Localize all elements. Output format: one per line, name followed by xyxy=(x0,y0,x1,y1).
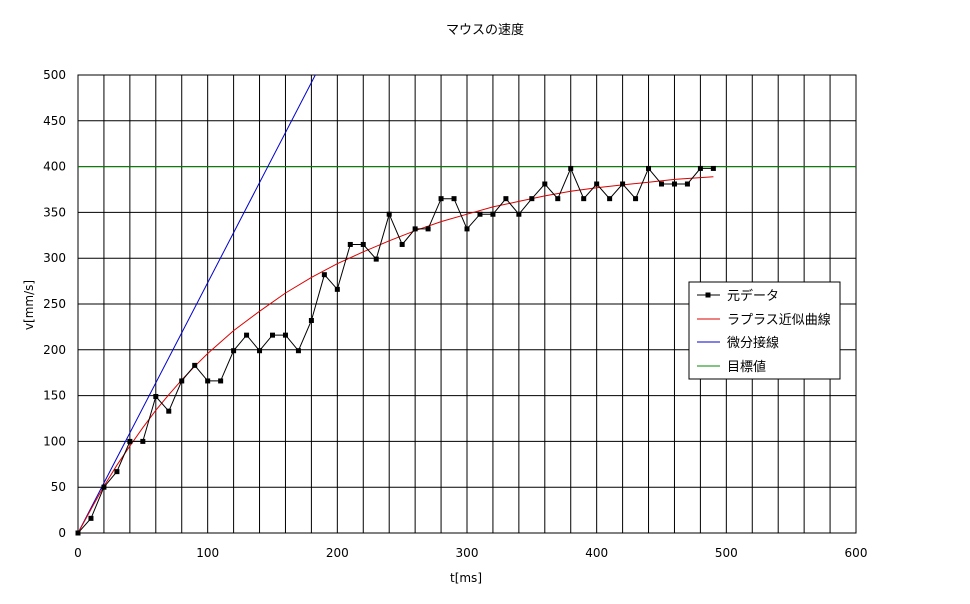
y-tick-label: 500 xyxy=(43,68,66,82)
data-point xyxy=(671,181,677,187)
data-point xyxy=(386,211,392,217)
legend-item-target: 目標値 xyxy=(697,359,766,375)
data-point xyxy=(568,165,574,171)
x-tick-label: 300 xyxy=(456,546,479,560)
y-tick-label: 450 xyxy=(43,114,66,128)
y-tick-label: 250 xyxy=(43,297,66,311)
data-point xyxy=(114,469,120,475)
chart-title: マウスの速度 xyxy=(446,22,524,38)
data-point xyxy=(516,211,522,217)
y-tick-label: 400 xyxy=(43,160,66,174)
data-point xyxy=(153,394,159,400)
legend-item-tangent: 微分接線 xyxy=(697,335,779,351)
data-point xyxy=(646,165,652,171)
data-point xyxy=(399,241,405,247)
x-tick-label: 600 xyxy=(845,546,868,560)
legend-label-target: 目標値 xyxy=(727,359,766,375)
data-point xyxy=(464,226,470,232)
y-tick-label: 200 xyxy=(43,343,66,357)
data-point xyxy=(412,226,418,232)
data-point xyxy=(620,181,626,187)
y-tick-label: 350 xyxy=(43,205,66,219)
data-point xyxy=(257,348,263,354)
data-point xyxy=(360,241,366,247)
data-point xyxy=(373,256,379,262)
series-line-1 xyxy=(78,176,714,533)
data-point xyxy=(555,196,561,202)
data-point xyxy=(347,241,353,247)
data-point xyxy=(166,408,172,414)
data-point xyxy=(710,165,716,171)
tick-labels: 0 100 200 300 400 500 600 0 50 100 150 200 250 300 350… xyxy=(43,68,867,560)
data-point xyxy=(581,196,587,202)
data-point xyxy=(179,378,185,384)
data-point xyxy=(659,181,664,187)
y-tick-label: 150 xyxy=(43,389,66,403)
x-tick-label: 0 xyxy=(74,546,82,560)
data-point xyxy=(490,211,496,217)
y-tick-label: 50 xyxy=(51,480,66,494)
series-layer xyxy=(75,75,856,536)
data-point xyxy=(192,362,198,368)
data-point xyxy=(607,196,613,202)
x-tick-label: 500 xyxy=(715,546,738,560)
data-point xyxy=(334,286,340,292)
data-point xyxy=(231,348,237,354)
data-point xyxy=(542,181,548,187)
data-point xyxy=(88,515,94,521)
legend: 元データ ラプラス近似曲線 微分接線 目標値 xyxy=(688,281,841,380)
legend-marker-raw xyxy=(705,292,711,298)
legend-label-tangent: 微分接線 xyxy=(727,335,779,351)
x-tick-label: 400 xyxy=(585,546,608,560)
data-point xyxy=(684,181,690,187)
data-point xyxy=(594,181,600,187)
data-point xyxy=(127,438,133,444)
data-point xyxy=(633,196,639,202)
data-point xyxy=(101,484,107,490)
x-axis-label: t[ms] xyxy=(450,571,482,585)
legend-label-laplace: ラプラス近似曲線 xyxy=(727,312,831,328)
plot-border xyxy=(77,74,857,534)
legend-item-laplace: ラプラス近似曲線 xyxy=(697,312,831,328)
data-point xyxy=(529,196,535,202)
x-tick-label: 100 xyxy=(196,546,219,560)
legend-item-raw: 元データ xyxy=(697,288,779,304)
data-point xyxy=(270,332,275,338)
data-point xyxy=(218,378,224,384)
data-point xyxy=(321,272,327,278)
y-tick-label: 300 xyxy=(43,251,66,265)
data-point xyxy=(308,317,314,323)
series-line-2 xyxy=(78,75,316,533)
data-point xyxy=(282,332,288,338)
data-point xyxy=(477,211,483,217)
data-point xyxy=(425,226,431,232)
data-point xyxy=(140,438,146,444)
data-point xyxy=(503,196,509,202)
legend-label-raw: 元データ xyxy=(727,288,779,304)
data-point xyxy=(451,196,457,202)
data-point xyxy=(205,378,211,384)
y-axis-label: v[mm/s] xyxy=(22,280,36,330)
y-tick-label: 0 xyxy=(58,526,66,540)
y-tick-label: 100 xyxy=(43,434,66,448)
data-point xyxy=(697,165,703,171)
data-point xyxy=(244,332,250,338)
data-point xyxy=(438,196,444,202)
x-tick-label: 200 xyxy=(326,546,349,560)
data-point xyxy=(295,348,301,354)
legend-box xyxy=(688,281,841,380)
data-point xyxy=(75,530,81,536)
